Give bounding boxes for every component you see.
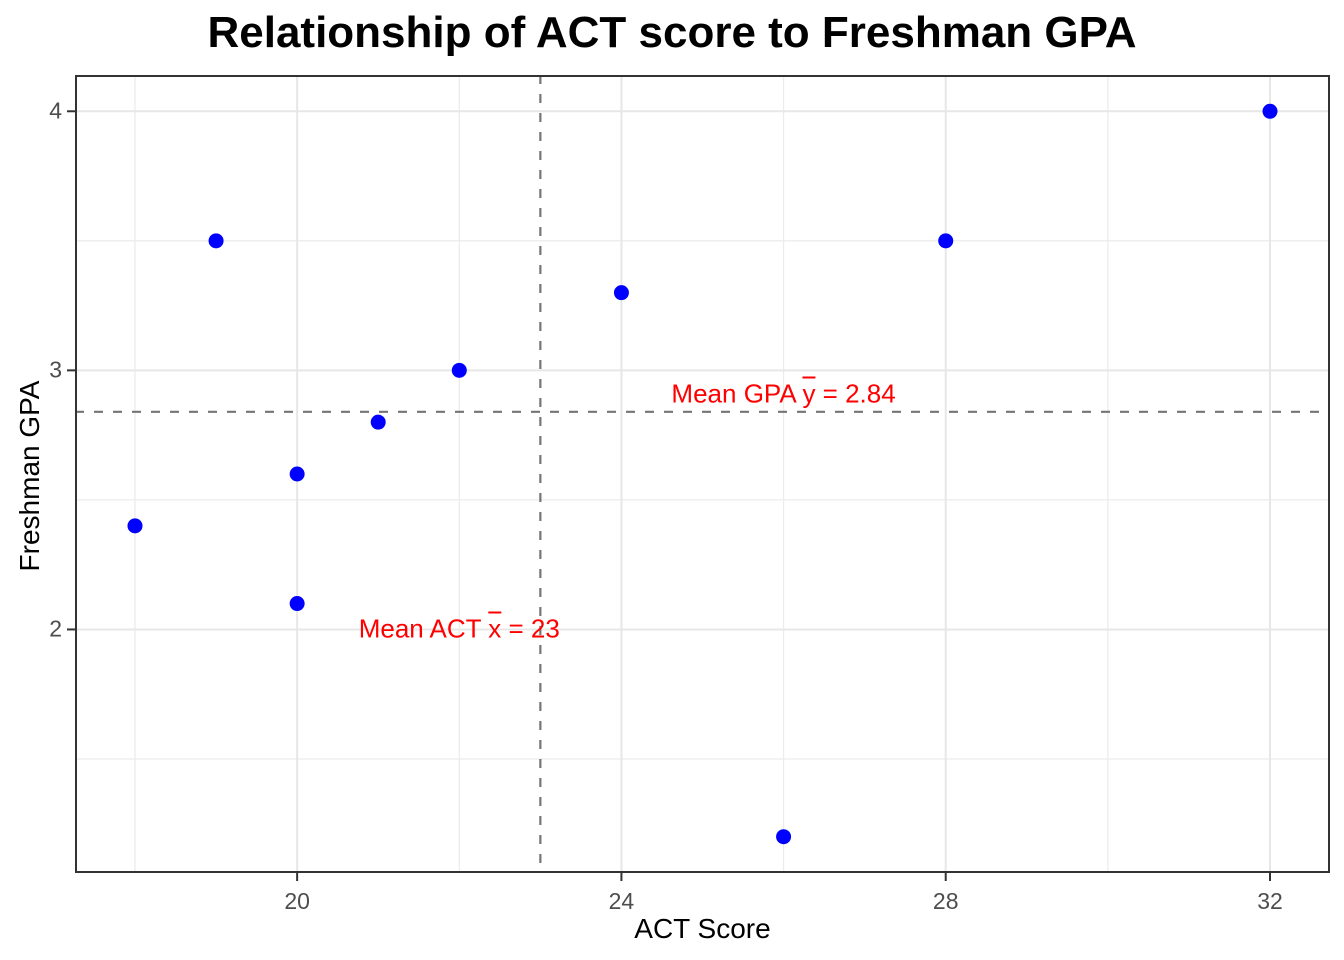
- mean-gpa-annotation-prefix: Mean GPA: [671, 378, 803, 409]
- data-point: [289, 596, 305, 612]
- mean-gpa-annotation: Mean GPA y = 2.84: [671, 378, 895, 409]
- x-tick-label: 32: [1257, 888, 1283, 914]
- y-axis-title: Freshman GPA: [14, 380, 45, 572]
- x-axis-title: ACT Score: [634, 913, 771, 944]
- mean-gpa-annotation-ybar: y: [802, 378, 816, 409]
- mean-act-annotation: Mean ACT x = 23: [359, 614, 560, 645]
- y-tick-label: 4: [49, 97, 62, 124]
- mean-act-annotation-prefix: Mean ACT: [358, 613, 489, 644]
- data-point: [208, 233, 224, 249]
- data-point: [370, 414, 386, 430]
- data-point: [938, 233, 954, 249]
- chart-title: Relationship of ACT score to Freshman GP…: [207, 8, 1137, 57]
- x-tick-label: 20: [284, 888, 310, 914]
- mean-gpa-annotation-value: = 2.84: [815, 378, 896, 409]
- y-tick-label: 3: [49, 356, 62, 383]
- data-point: [289, 466, 305, 482]
- plot-panel: [67, 75, 1330, 881]
- x-tick-label: 24: [608, 888, 635, 914]
- y-tick-label: 2: [49, 615, 62, 642]
- data-point: [1262, 103, 1278, 119]
- x-tick-label: 28: [932, 888, 959, 914]
- mean-act-annotation-value: = 23: [501, 613, 560, 644]
- data-point: [127, 518, 143, 534]
- data-point: [613, 285, 629, 301]
- mean-act-annotation-xbar: x: [488, 613, 502, 644]
- panel-border: [75, 75, 1330, 873]
- data-point: [451, 362, 467, 378]
- data-point: [776, 829, 792, 845]
